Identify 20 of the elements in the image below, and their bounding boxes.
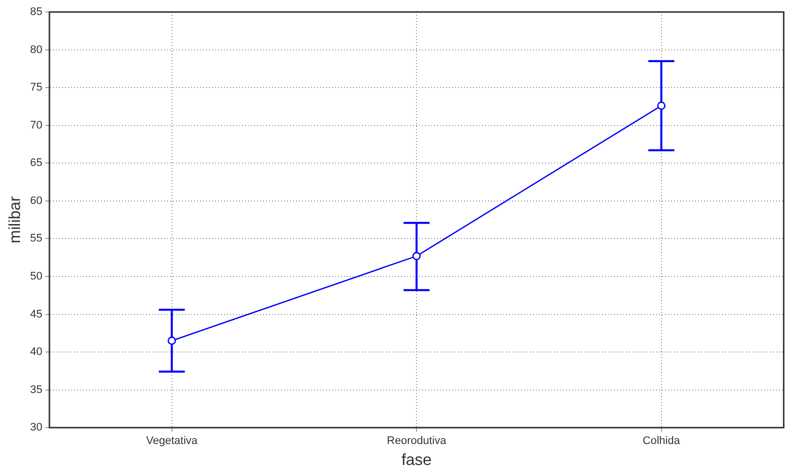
y-axis-title: milibar [7, 196, 24, 244]
y-tick-label: 75 [30, 82, 42, 94]
point [168, 336, 176, 345]
y-tick-label: 65 [30, 157, 42, 170]
y-tick-label: 55 [30, 232, 42, 245]
x-tick-label: Reorodutiva [386, 435, 448, 448]
y-tick-label: 70 [30, 119, 42, 132]
y-tick-label: 85 [30, 6, 42, 18]
y-tick-label: 50 [30, 270, 42, 283]
x-tick-label: Colhida [642, 435, 681, 448]
point [657, 102, 666, 110]
point [412, 252, 421, 260]
y-tick-label: 80 [30, 44, 42, 56]
y-tick-label: 30 [30, 422, 42, 434]
y-tick-label: 60 [30, 194, 42, 207]
y-tick-label: 40 [30, 346, 42, 358]
y-tick-label: 35 [30, 384, 42, 396]
y-tick-label: 45 [30, 308, 42, 320]
x-axis-title: fase [401, 452, 432, 469]
x-tick-label: Vegetativa [146, 435, 198, 448]
